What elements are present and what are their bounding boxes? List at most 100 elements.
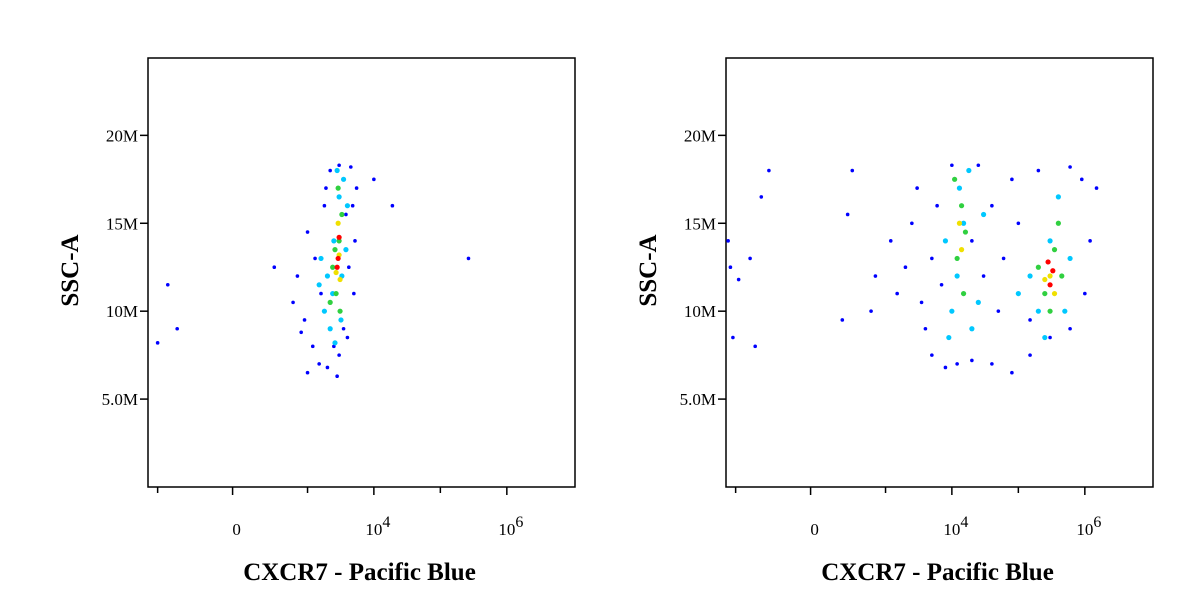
event-point [345, 335, 350, 340]
event-point [291, 300, 295, 305]
event-point [1048, 335, 1052, 340]
event-point [966, 167, 972, 174]
event-point [910, 221, 914, 226]
event-point [1016, 221, 1021, 226]
event-point [335, 374, 339, 379]
event-point [1035, 308, 1041, 314]
event-point [919, 300, 924, 305]
y-tick-label: 10M [106, 302, 138, 321]
x-tick-label: 0 [810, 520, 819, 539]
event-point [949, 308, 955, 314]
event-point [915, 186, 919, 190]
event-point [895, 291, 899, 296]
event-point [1051, 247, 1058, 253]
event-point [347, 265, 351, 270]
event-point [337, 353, 341, 357]
event-point [155, 341, 160, 345]
event-point [1047, 308, 1053, 314]
x-tick-label: 104 [943, 514, 968, 539]
event-point [1088, 239, 1092, 243]
event-point [903, 265, 908, 270]
event-point [1028, 353, 1032, 357]
event-point [950, 163, 954, 168]
event-point [317, 362, 321, 366]
event-point [952, 176, 958, 182]
event-point [272, 265, 277, 270]
event-point [390, 203, 395, 208]
event-point [354, 186, 359, 190]
event-point [353, 239, 357, 243]
event-point [319, 291, 323, 296]
event-point [956, 185, 963, 191]
event-point [946, 334, 952, 341]
event-point [337, 276, 343, 283]
event-point [305, 230, 310, 234]
event-point [1094, 186, 1099, 190]
event-point [930, 256, 934, 261]
event-point [466, 256, 471, 261]
x-axis-title: CXCR7 - Pacific Blue [243, 559, 476, 586]
event-point [310, 344, 315, 349]
event-point [322, 203, 327, 208]
y-tick-label: 10M [684, 302, 716, 321]
event-point [955, 362, 959, 366]
event-point [980, 211, 987, 218]
event-point [1068, 165, 1072, 169]
event-point [1083, 291, 1087, 296]
event-point [996, 309, 1001, 313]
y-tick-label: 5.0M [102, 390, 138, 409]
event-point [759, 195, 764, 199]
event-point [1050, 268, 1056, 274]
event-point [960, 220, 967, 226]
event-point [935, 203, 939, 208]
event-point [954, 273, 960, 279]
event-point [334, 167, 340, 174]
y-axis-title: SSC-A [635, 234, 662, 306]
event-point [1079, 177, 1084, 182]
event-point [337, 163, 341, 168]
event-point [748, 256, 752, 261]
x-tick-label: 106 [498, 514, 523, 539]
event-point [324, 273, 331, 279]
event-point [338, 317, 344, 323]
event-point [305, 370, 310, 375]
event-point [845, 212, 850, 217]
event-point [1042, 334, 1048, 341]
y-tick-label: 20M [106, 126, 138, 145]
x-axis-title: CXCR7 - Pacific Blue [821, 559, 1054, 586]
event-point [327, 326, 333, 332]
event-point [344, 203, 351, 209]
event-point [165, 283, 170, 287]
event-point [954, 255, 960, 262]
event-point [1045, 259, 1051, 265]
event-point [1062, 308, 1068, 314]
event-point [939, 283, 944, 287]
plot-frame [147, 57, 576, 488]
event-point [330, 264, 336, 270]
event-point [331, 238, 337, 244]
event-point [335, 255, 341, 262]
x-tick-label: 0 [232, 520, 241, 539]
event-point [923, 326, 928, 331]
event-point [313, 256, 317, 261]
event-point [956, 220, 963, 226]
event-point [372, 177, 376, 182]
event-point [332, 344, 336, 349]
event-point [990, 203, 994, 208]
event-point [350, 203, 355, 208]
event-point [1067, 255, 1073, 262]
event-point [1047, 273, 1053, 279]
event-point [327, 299, 333, 305]
event-point [930, 353, 934, 357]
x-tick-label: 106 [1076, 514, 1101, 539]
event-point [726, 239, 730, 243]
event-point [1047, 238, 1053, 244]
event-point [341, 326, 346, 331]
event-point [969, 326, 975, 332]
event-point [324, 186, 328, 190]
event-point [335, 220, 341, 226]
event-point [344, 212, 348, 217]
event-point [962, 229, 969, 235]
event-point [942, 238, 949, 244]
